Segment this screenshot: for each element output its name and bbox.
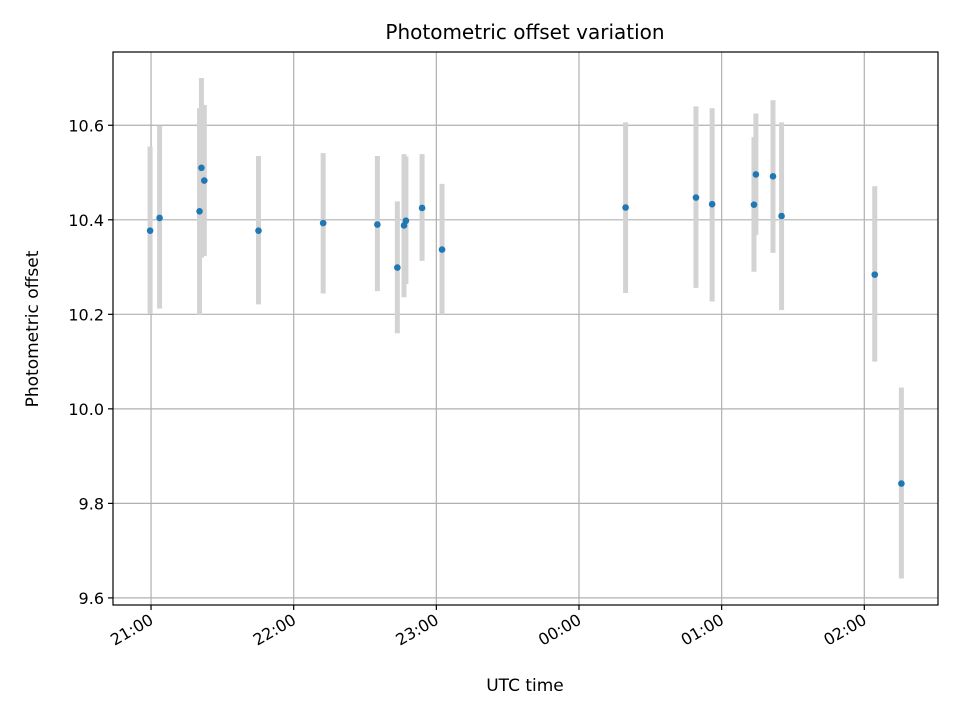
data-point (146, 227, 154, 234)
y-tick-label: 10.0 (68, 400, 104, 419)
y-axis-ticks: 9.6 9.8 10.0 10.2 10.4 10.6 (68, 116, 113, 608)
y-axis-label: Photometric offset (23, 250, 43, 407)
data-point (622, 204, 629, 211)
data-point (402, 217, 410, 225)
y-tick-label: 9.6 (79, 589, 104, 608)
data-point (898, 480, 905, 487)
grid (113, 52, 938, 605)
y-tick-label: 10.4 (68, 211, 104, 230)
data-point (750, 201, 758, 208)
chart-title: Photometric offset variation (385, 20, 664, 44)
data-point (319, 219, 327, 227)
data-point (394, 264, 401, 271)
data-point (752, 171, 760, 178)
data-point (200, 177, 208, 184)
data-markers (146, 164, 905, 487)
data-point (374, 221, 381, 228)
data-point (438, 246, 446, 253)
data-point (871, 271, 879, 278)
data-point (156, 214, 163, 222)
data-point (418, 204, 426, 212)
data-point (198, 164, 205, 172)
data-point (196, 207, 203, 215)
y-tick-label: 10.6 (68, 116, 104, 135)
x-axis-label: UTC time (486, 676, 564, 696)
data-point (692, 194, 700, 201)
y-tick-label: 9.8 (79, 494, 104, 513)
data-point (778, 212, 785, 220)
data-point (708, 200, 716, 208)
y-tick-label: 10.2 (68, 305, 104, 324)
data-point (769, 173, 777, 180)
plot-frame (112, 51, 939, 606)
data-point (255, 227, 262, 234)
